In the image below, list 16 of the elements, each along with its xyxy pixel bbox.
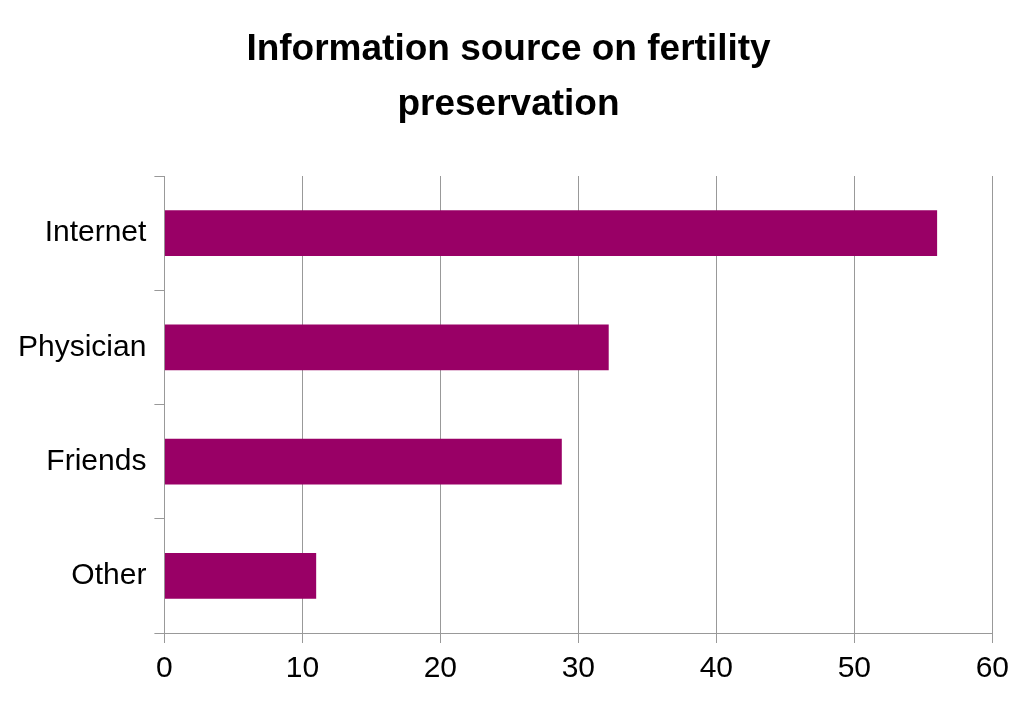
y-tick-label: Physician — [17, 328, 147, 362]
bar — [164, 210, 938, 256]
x-tick-label: 40 — [699, 650, 734, 684]
x-tick-label: 60 — [975, 650, 1009, 684]
x-tick-label: 30 — [561, 650, 596, 684]
chart-title: Information source on fertility preservation — [245, 26, 772, 125]
bar — [164, 324, 609, 371]
bar — [164, 553, 317, 599]
y-tick-label: Friends — [46, 442, 147, 476]
y-tick-label: Other — [71, 557, 147, 591]
x-tick-label: 0 — [156, 650, 173, 684]
x-tick-label: 10 — [285, 650, 320, 684]
x-tick-label: 50 — [837, 650, 872, 684]
y-tick-label: Internet — [44, 214, 148, 248]
x-tick-label: 20 — [423, 650, 458, 684]
bar — [164, 438, 562, 485]
